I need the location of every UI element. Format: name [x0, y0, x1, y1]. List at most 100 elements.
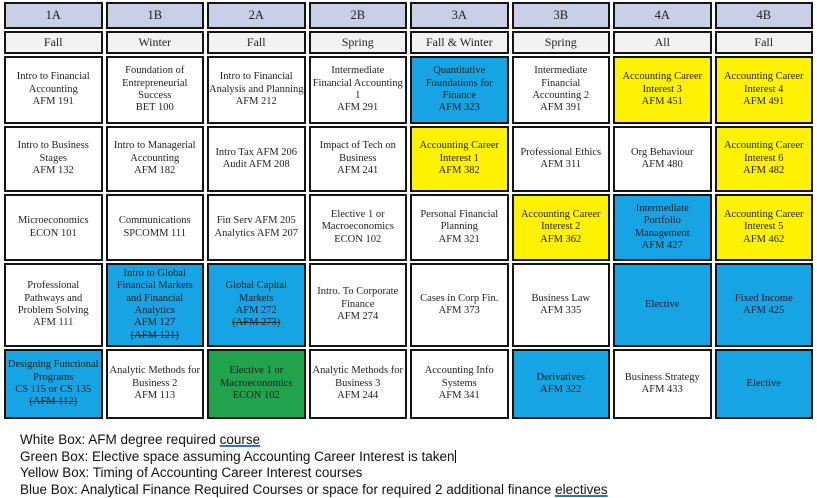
course-line: AFM 272 [209, 305, 304, 317]
course-line: Impact of Tech on [311, 140, 406, 152]
course-line: Intermediate [311, 65, 406, 77]
course-line: AFM 391 [514, 102, 609, 114]
course-line: Communications [108, 215, 203, 227]
course-line: Accounting 2 [514, 90, 609, 102]
legend-text: Yellow Box: Timing of Accounting Career … [20, 465, 362, 480]
col-header-3B: 3B [512, 2, 611, 29]
course-line: Derivatives [514, 372, 609, 384]
course-line: Intro Tax AFM 206 [209, 147, 304, 159]
course-line: AFM 335 [514, 305, 609, 317]
course-line: Business 2 [108, 378, 203, 390]
course-line: AFM 373 [412, 305, 507, 317]
course-line: Interest 3 [615, 84, 710, 96]
course-line: ECON 102 [311, 234, 406, 246]
legend-underlined-word: course [220, 432, 261, 447]
cell-3A-row4: Cases in Corp Fin.AFM 373 [410, 263, 509, 347]
legend-text: Blue Box: Analytical Finance Required Co… [20, 482, 555, 497]
struck-course-code: (AFM 273) [232, 317, 280, 328]
course-line: Org Behaviour [615, 147, 710, 159]
course-line: Business Law [514, 293, 609, 305]
course-line: Markets [209, 293, 304, 305]
course-line: Intermediate [514, 65, 609, 77]
course-line: Interest 2 [514, 221, 609, 233]
course-line: Microeconomics [6, 215, 101, 227]
course-line: Accounting [108, 153, 203, 165]
course-line: Problem Solving [6, 305, 101, 317]
course-line: Management [615, 228, 710, 240]
course-line: Analysis and Planning [209, 84, 304, 96]
course-line: AFM 482 [717, 165, 812, 177]
course-line: Success [108, 90, 203, 102]
legend-line-white-box: White Box: AFM degree required course [20, 432, 817, 449]
course-line: Elective 1 or [311, 209, 406, 221]
course-line: 1 [311, 90, 406, 102]
col-season-1B: Winter [106, 31, 205, 54]
course-line: AFM 191 [6, 96, 101, 108]
course-line: Business [311, 153, 406, 165]
course-line: Fixed Income [717, 293, 812, 305]
col-season-4A: All [613, 31, 712, 54]
course-line: Quantitative [412, 65, 507, 77]
course-line: AFM 322 [514, 384, 609, 396]
col-header-3A: 3A [410, 2, 509, 29]
legend-line-yellow-box: Yellow Box: Timing of Accounting Career … [20, 465, 817, 482]
course-line: Fin Serv AFM 205 [209, 215, 304, 227]
course-line: AFM 111 [6, 317, 101, 329]
course-line: Accounting Career [412, 140, 507, 152]
course-line: Analytics [108, 305, 203, 317]
course-line: AFM 323 [412, 102, 507, 114]
course-line: Systems [412, 378, 507, 390]
col-season-3A: Fall & Winter [410, 31, 509, 54]
course-line: Foundations for [412, 78, 507, 90]
course-line: Finance [412, 90, 507, 102]
course-line: Macroeconomics [209, 378, 304, 390]
course-line: Designing Functional [6, 359, 101, 371]
course-line: Accounting Career [514, 209, 609, 221]
col-header-1A: 1A [4, 2, 103, 29]
course-line: AFM 321 [412, 234, 507, 246]
course-line: AFM 451 [615, 96, 710, 108]
course-line: Analytics AFM 207 [209, 228, 304, 240]
course-line: ECON 101 [6, 228, 101, 240]
course-line: Pathways and [6, 293, 101, 305]
course-line: AFM 491 [717, 96, 812, 108]
course-line-struck: (AFM 273) [209, 317, 304, 329]
course-line: Intro to Business [6, 140, 101, 152]
col-header-2A: 2A [207, 2, 306, 29]
course-line: Professional Ethics [514, 147, 609, 159]
course-line: Global Capital [209, 280, 304, 292]
course-line: Intro to Financial [6, 71, 101, 83]
col-header-4A: 4A [613, 2, 712, 29]
course-line: Elective [717, 378, 812, 390]
col-season-3B: Spring [512, 31, 611, 54]
course-line: Accounting Info [412, 365, 507, 377]
course-line: Financial [514, 78, 609, 90]
course-line: Foundation of [108, 65, 203, 77]
course-line: Portfolio [615, 215, 710, 227]
course-line: Cases in Corp Fin. [412, 293, 507, 305]
col-season-2B: Spring [309, 31, 408, 54]
